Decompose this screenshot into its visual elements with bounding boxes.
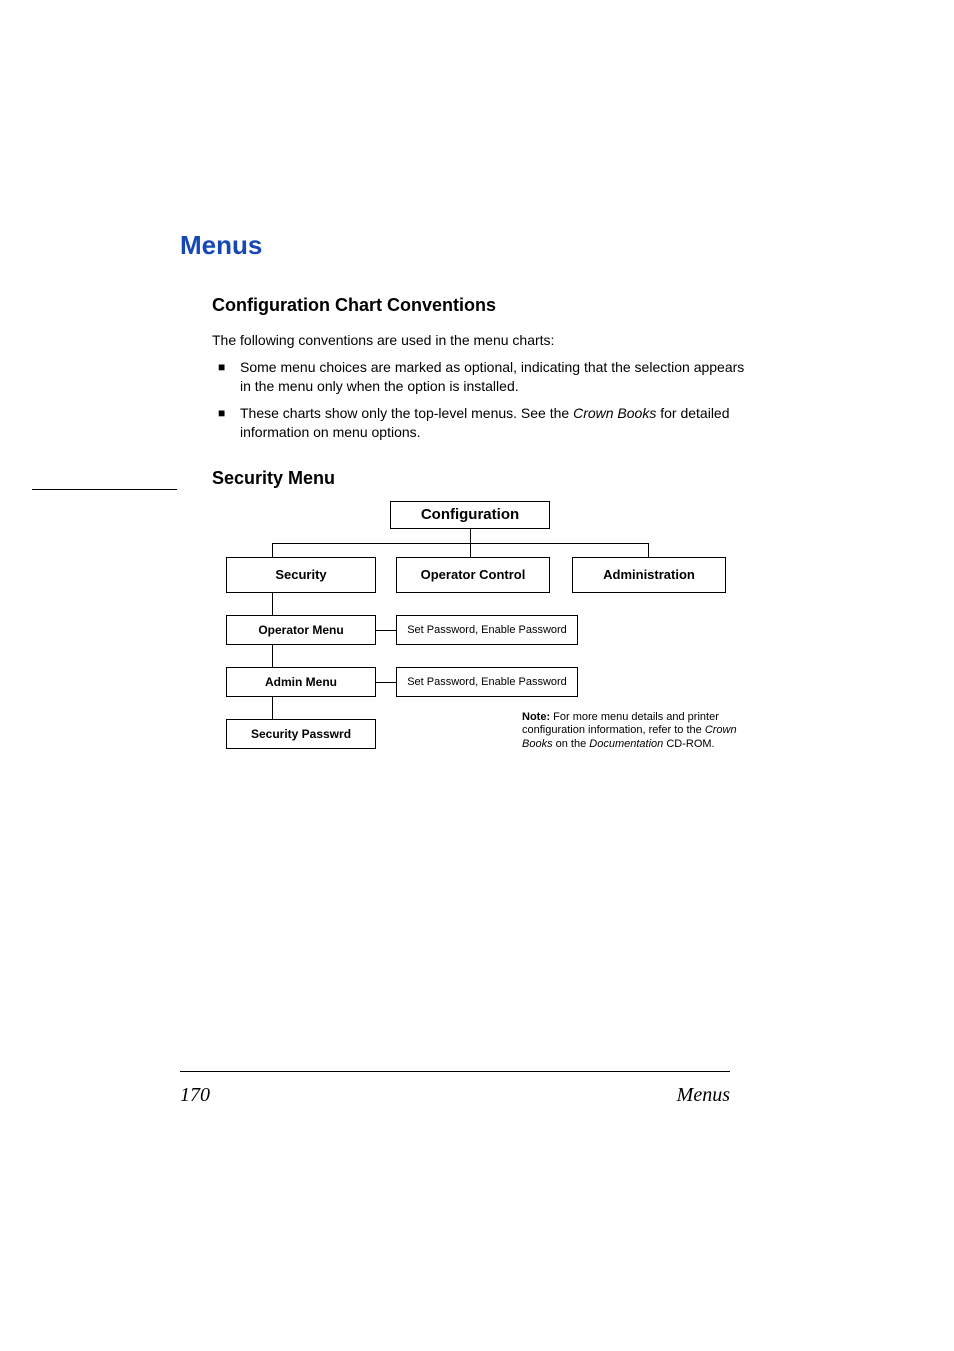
chart-connector xyxy=(272,697,273,719)
heading-underline xyxy=(32,489,177,490)
page-footer: 170 Menus xyxy=(180,1084,730,1107)
heading-menus: Menus xyxy=(180,230,759,261)
note-text: For more menu details and printer config… xyxy=(522,711,719,737)
chart-label: Operator Control xyxy=(421,567,526,582)
chart-label: Set Password, Enable Password xyxy=(407,676,567,688)
page-number: 170 xyxy=(180,1084,210,1107)
heading-config-chart-conventions: Configuration Chart Conventions xyxy=(212,295,759,316)
chart-label: Configuration xyxy=(421,506,519,523)
security-menu-chart: Configuration Security Operator Control … xyxy=(212,491,752,771)
chart-box-operator-control: Operator Control xyxy=(396,557,550,593)
heading-security-menu: Security Menu xyxy=(212,468,759,489)
bullet-item: These charts show only the top-level men… xyxy=(212,404,759,442)
bullet-list: Some menu choices are marked as optional… xyxy=(212,358,759,442)
chart-connector xyxy=(376,630,396,631)
chart-connector xyxy=(648,543,649,557)
note-bold: Note: xyxy=(522,711,550,723)
chart-box-operator-set: Set Password, Enable Password xyxy=(396,615,578,645)
chart-box-administration: Administration xyxy=(572,557,726,593)
bullet-item: Some menu choices are marked as optional… xyxy=(212,358,759,396)
bullet-text: Some menu choices are marked as optional… xyxy=(240,359,744,394)
chart-label: Administration xyxy=(603,567,695,582)
bullet-text-em: Crown Books xyxy=(573,405,656,421)
bullet-text-pre: These charts show only the top-level men… xyxy=(240,405,573,421)
chart-connector xyxy=(470,529,471,543)
chart-label: Admin Menu xyxy=(265,675,337,689)
chart-box-security-passwrd: Security Passwrd xyxy=(226,719,376,749)
chart-connector xyxy=(272,593,273,615)
chart-connector xyxy=(376,682,396,683)
chart-box-operator-menu: Operator Menu xyxy=(226,615,376,645)
note-em: Documentation xyxy=(589,738,663,750)
chart-label: Operator Menu xyxy=(258,623,343,637)
chart-box-admin-set: Set Password, Enable Password xyxy=(396,667,578,697)
note-text: on the xyxy=(553,738,590,750)
chart-connector xyxy=(272,645,273,667)
chart-note: Note: For more menu details and printer … xyxy=(522,711,752,752)
page: Menus Configuration Chart Conventions Th… xyxy=(0,0,954,1351)
intro-text: The following conventions are used in th… xyxy=(212,332,759,348)
chart-connector xyxy=(470,543,471,557)
chart-box-security: Security xyxy=(226,557,376,593)
chart-box-admin-menu: Admin Menu xyxy=(226,667,376,697)
chart-label: Set Password, Enable Password xyxy=(407,624,567,636)
footer-rule xyxy=(180,1071,730,1072)
chart-connector xyxy=(272,543,648,544)
chart-label: Security Passwrd xyxy=(251,727,351,741)
chart-box-configuration: Configuration xyxy=(390,501,550,529)
note-text: CD-ROM. xyxy=(663,738,714,750)
chart-connector xyxy=(272,543,273,557)
chart-label: Security xyxy=(275,567,326,582)
footer-title: Menus xyxy=(677,1084,730,1107)
